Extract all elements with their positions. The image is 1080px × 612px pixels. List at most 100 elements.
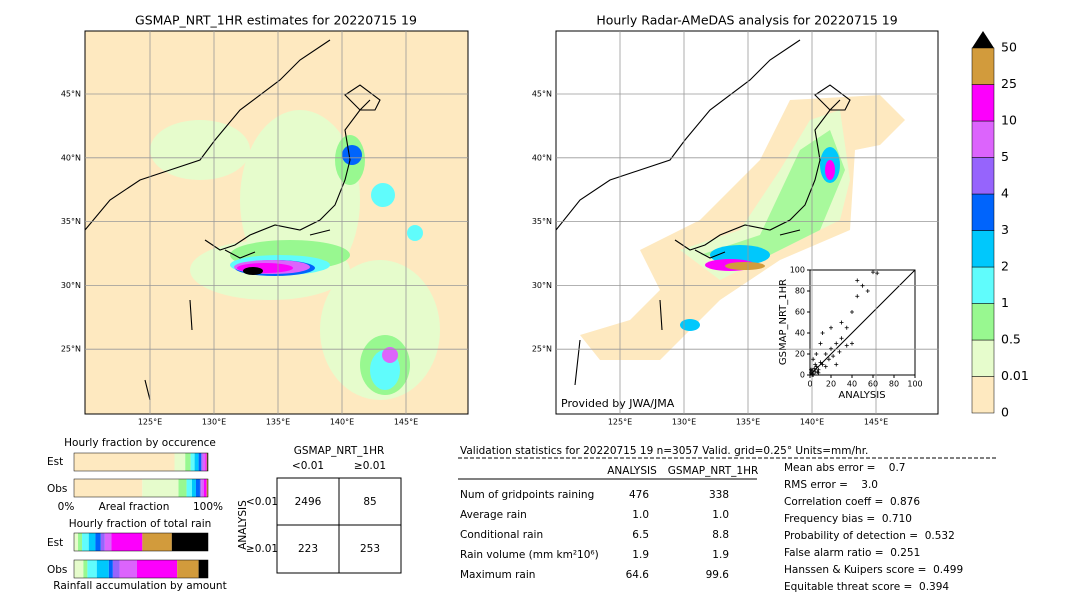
fraction-segment bbox=[198, 453, 202, 471]
ct-row: <0.01 bbox=[246, 496, 278, 508]
point bbox=[831, 354, 836, 359]
ct-title: GSMAP_NRT_1HR bbox=[294, 445, 385, 457]
point bbox=[813, 362, 818, 367]
point bbox=[826, 357, 831, 362]
fraction-segment bbox=[136, 560, 178, 578]
point bbox=[839, 320, 844, 325]
right-map-frame bbox=[555, 30, 939, 415]
row-label: Est bbox=[47, 456, 63, 468]
colorbar-over bbox=[972, 31, 994, 48]
lon-label: 145°E bbox=[864, 418, 888, 427]
fraction-segment bbox=[207, 453, 208, 471]
lat-label: 35°N bbox=[532, 217, 552, 226]
point bbox=[844, 325, 849, 330]
stat-value: 338 bbox=[709, 489, 729, 501]
colorbar-bin bbox=[971, 193, 995, 231]
lat-label: 45°N bbox=[61, 90, 81, 99]
point bbox=[818, 360, 823, 365]
colorbar-bin bbox=[971, 339, 995, 377]
colorbar-label: 0.01 bbox=[1001, 368, 1029, 383]
lat-label: 30°N bbox=[532, 281, 552, 290]
colorbar-bin bbox=[971, 303, 995, 341]
fraction-segment bbox=[171, 533, 208, 551]
colorbar-label: 0 bbox=[1001, 405, 1009, 420]
point bbox=[834, 362, 839, 367]
stat-name: Average rain bbox=[460, 509, 527, 521]
stat-name: Conditional rain bbox=[460, 529, 543, 541]
fraction-segment bbox=[206, 479, 208, 497]
fraction-segment bbox=[108, 560, 113, 578]
point bbox=[820, 362, 825, 367]
tot-title: Hourly fraction of total rain bbox=[69, 518, 212, 530]
score: Frequency bias = 0.710 bbox=[784, 513, 912, 525]
fraction-segment bbox=[112, 560, 120, 578]
x-start: 0% bbox=[58, 501, 75, 513]
point bbox=[811, 357, 816, 362]
colorbar-bin bbox=[971, 376, 995, 414]
fraction-segment bbox=[74, 533, 79, 551]
lat-label: 30°N bbox=[61, 281, 81, 290]
point bbox=[844, 343, 849, 348]
row-label: Obs bbox=[47, 483, 67, 495]
point bbox=[871, 270, 875, 275]
point bbox=[814, 352, 819, 356]
fraction-segment bbox=[96, 560, 109, 578]
stat-value: 1.0 bbox=[632, 509, 649, 521]
left-map-frame bbox=[84, 30, 469, 415]
ct-row: ≥0.01 bbox=[246, 543, 278, 555]
fraction-segment bbox=[87, 560, 97, 578]
ct-cell: 85 bbox=[363, 496, 376, 508]
colorbar-bin bbox=[971, 47, 995, 85]
lon-label: 145°E bbox=[394, 418, 418, 427]
fraction-segment bbox=[201, 479, 204, 497]
point bbox=[855, 278, 860, 283]
fraction-frame bbox=[73, 478, 209, 498]
fraction-segment bbox=[95, 533, 101, 551]
fraction-segment bbox=[202, 453, 206, 471]
point bbox=[809, 367, 814, 372]
fraction-segment bbox=[83, 560, 88, 578]
fraction-segment bbox=[88, 533, 96, 551]
fraction-segment bbox=[74, 479, 143, 497]
point bbox=[860, 283, 865, 288]
ct-row-title: ANALYSIS bbox=[237, 500, 249, 550]
fraction-segment bbox=[198, 560, 208, 578]
fraction-segment bbox=[78, 533, 83, 551]
x-tick-label: 60 bbox=[868, 380, 878, 389]
score: Mean abs error = 0.7 bbox=[784, 462, 905, 474]
fraction-segment bbox=[74, 560, 84, 578]
score: RMS error = 3.0 bbox=[784, 479, 878, 491]
stat-value: 1.9 bbox=[632, 549, 649, 561]
colorbar-label: 2 bbox=[1001, 259, 1009, 274]
ct-cell: 2496 bbox=[295, 496, 322, 508]
fraction-segment bbox=[199, 479, 202, 497]
point bbox=[815, 369, 820, 374]
fraction-segment bbox=[185, 453, 191, 471]
y-tick-label: 20 bbox=[795, 350, 805, 359]
tot-caption: Rainfall accumulation by amount bbox=[53, 580, 226, 592]
fraction-segment bbox=[195, 479, 200, 497]
diagonal bbox=[809, 269, 916, 376]
right-title: Hourly Radar-AMeDAS analysis for 2022071… bbox=[596, 13, 897, 28]
score: Hanssen & Kuipers score = 0.499 bbox=[784, 564, 963, 576]
colorbar-label: 3 bbox=[1001, 222, 1009, 237]
colorbar-bin bbox=[971, 120, 995, 158]
colorbar-bin bbox=[971, 266, 995, 304]
ct-cell: 223 bbox=[298, 543, 318, 555]
stat-value: 99.6 bbox=[706, 569, 730, 581]
stat-name: Num of gridpoints raining bbox=[460, 489, 594, 501]
fraction-frame bbox=[73, 452, 209, 472]
fraction-segment bbox=[82, 533, 89, 551]
lon-label: 135°E bbox=[266, 418, 290, 427]
fraction-segment bbox=[104, 533, 112, 551]
lat-label: 45°N bbox=[532, 90, 552, 99]
x-tick-label: 40 bbox=[847, 380, 857, 389]
colorbar-label: 25 bbox=[1001, 76, 1017, 91]
point bbox=[875, 271, 880, 276]
point bbox=[865, 289, 870, 293]
lat-label: 40°N bbox=[61, 153, 81, 162]
y-tick-label: 80 bbox=[795, 287, 805, 296]
fraction-segment bbox=[119, 560, 137, 578]
point bbox=[814, 364, 819, 369]
